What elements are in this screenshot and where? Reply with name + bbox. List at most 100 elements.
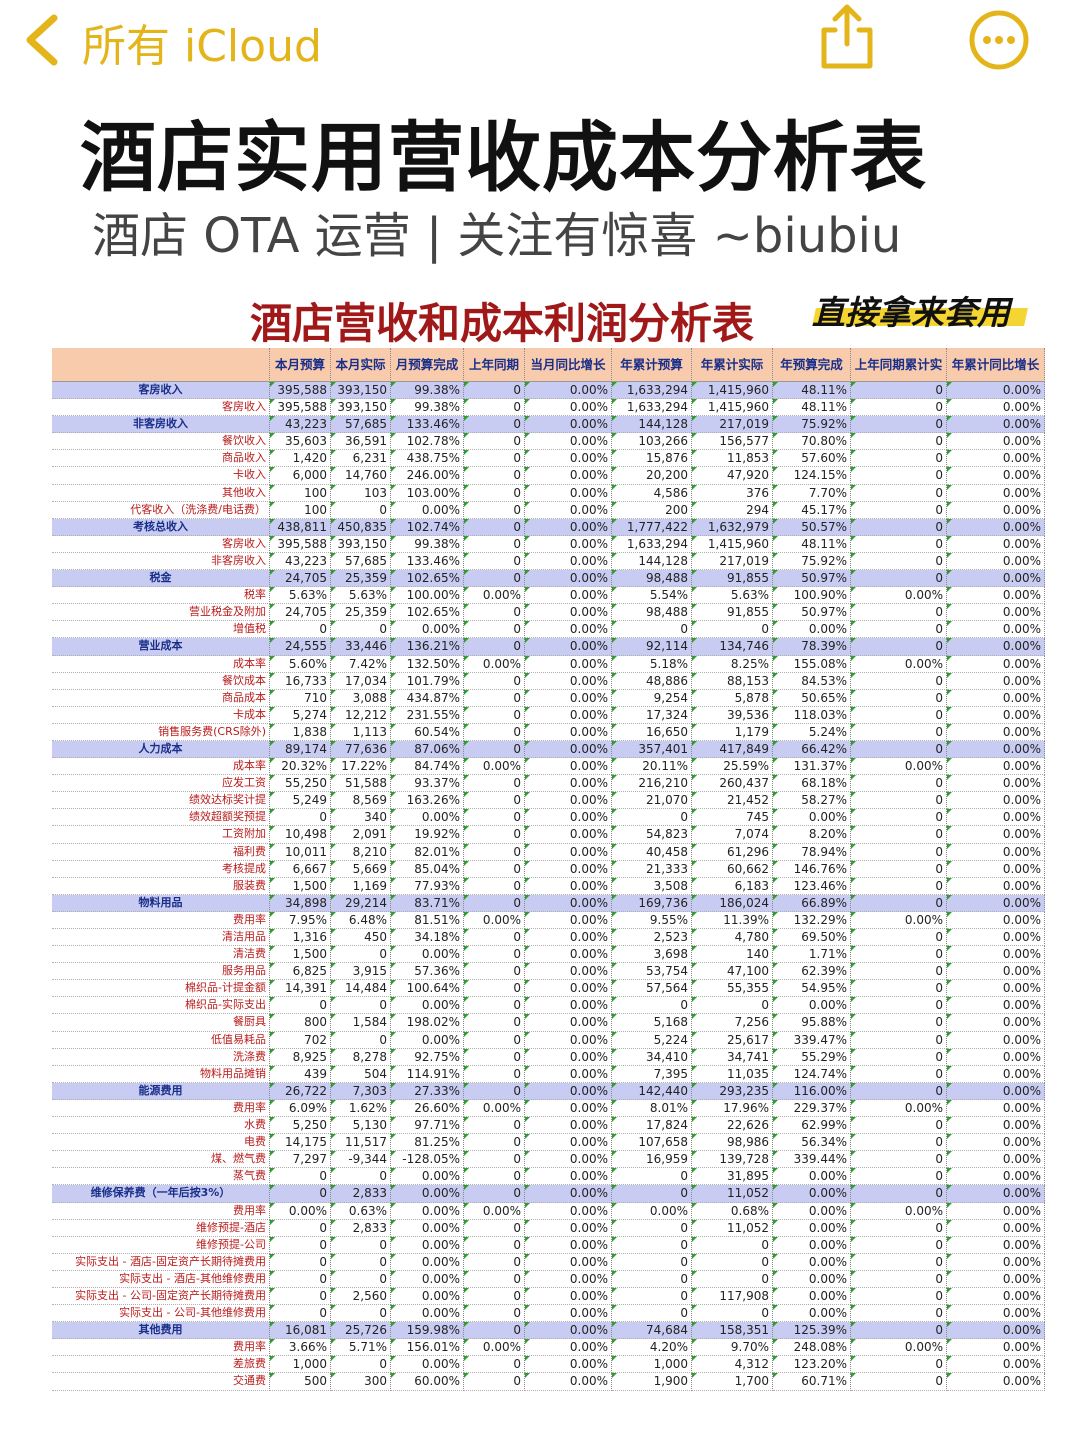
cell: 0 [464, 416, 525, 434]
cell: 231.55% [391, 706, 464, 724]
column-header: 年累计实际 [692, 348, 773, 382]
item-row: 销售服务费(CRS除外) 1,838 1,113 60.54% 0 0.00% 16,650… [52, 723, 1045, 741]
more-icon[interactable] [968, 9, 1030, 71]
item-row: 客房收入 395,588 393,150 99.38% 0 0.00% 1,633,294 1… [52, 399, 1045, 417]
cell: 156,577 [692, 433, 773, 451]
cell: 0 [851, 416, 947, 434]
item-row: 应发工资 55,250 51,588 93.37% 0 0.00% 216,210 260,4… [52, 775, 1045, 793]
cell: 8.20% [773, 826, 851, 844]
column-header: 上年同期累计实 [851, 348, 947, 382]
cell: 500 [270, 1373, 331, 1391]
row-label: 实际支出 - 公司-其他维修费用 [52, 1305, 270, 1323]
item-row: 考核提成 6,667 5,669 85.04% 0 0.00% 21,333 60,662 14… [52, 860, 1045, 878]
cell: 92,114 [612, 638, 692, 656]
row-label: 服务用品 [52, 963, 270, 981]
cell: 35,603 [270, 433, 331, 451]
cell: 51,588 [331, 775, 391, 793]
cell: 0.00% [391, 1185, 464, 1203]
cell: 156.01% [391, 1339, 464, 1357]
cell: 0.00% [947, 416, 1045, 434]
cell: 0.00% [525, 1117, 612, 1135]
cell: 395,588 [270, 399, 331, 417]
cell: 98,488 [612, 570, 692, 588]
cell: 0 [270, 1185, 331, 1203]
cell: 0 [851, 843, 947, 861]
cell: 0 [851, 433, 947, 451]
cell: 0.00% [773, 1236, 851, 1254]
cell: 0 [692, 1253, 773, 1271]
cell: 0.00% [525, 1219, 612, 1237]
cell: 200 [612, 501, 692, 519]
item-row: 成本率 20.32% 17.22% 84.74% 0.00% 0.00% 20.11% 25.… [52, 758, 1045, 776]
cell: 0 [851, 1253, 947, 1271]
share-icon[interactable] [815, 2, 879, 72]
cell: 78.39% [773, 638, 851, 656]
cell: 131.37% [773, 758, 851, 776]
cell: 0 [464, 672, 525, 690]
cell: 1,632,979 [692, 518, 773, 536]
cell: 0.00% [391, 1253, 464, 1271]
cell: 0 [612, 997, 692, 1015]
cell: 0.00% [525, 604, 612, 622]
cell: 216,210 [612, 775, 692, 793]
row-label: 物料用品 [52, 894, 270, 912]
cell: 0 [851, 929, 947, 947]
cell: 293,235 [692, 1082, 773, 1100]
cell: 0 [270, 1253, 331, 1271]
cell: 0.00% [947, 1287, 1045, 1306]
cell: 0.00% [947, 484, 1045, 502]
row-label: 差旅费 [52, 1356, 270, 1374]
cell: 0.00% [947, 604, 1045, 622]
item-row: 实际支出 - 酒店-其他维修费用 0 0 0.00% 0 0.00% 0 0 0.00% 0 0.0… [52, 1270, 1045, 1288]
cell: 7,297 [270, 1151, 331, 1169]
cell: 87.06% [391, 740, 464, 759]
cell: -128.05% [391, 1151, 464, 1169]
cell: 124.15% [773, 467, 851, 485]
cell: 0.00% [525, 723, 612, 741]
cell: 0.00% [947, 621, 1045, 639]
cell: 0.00% [947, 1134, 1045, 1152]
cell: 0.00% [947, 723, 1045, 741]
cell: 0.00% [525, 484, 612, 502]
item-row: 实际支出 - 公司-固定资产长期待摊费用 0 2,560 0.00% 0 0.00% 0 11… [52, 1287, 1045, 1306]
row-label: 费用率 [52, 911, 270, 929]
item-row: 税率 5.63% 5.63% 100.00% 0.00% 0.00% 5.54% 5.63% 1… [52, 587, 1045, 605]
back-chevron[interactable] [20, 12, 64, 68]
cell: 0.00% [525, 894, 612, 912]
cell: 0.00% [391, 1356, 464, 1374]
cell: 0 [464, 604, 525, 622]
cell: 66.89% [773, 894, 851, 912]
cell: 100.64% [391, 980, 464, 998]
row-label: 销售服务费(CRS除外) [52, 723, 270, 741]
row-label: 非客房收入 [52, 552, 270, 571]
cell: 57,564 [612, 980, 692, 998]
cell: 0.00% [947, 706, 1045, 724]
cell: 0 [464, 501, 525, 519]
cell: 17,324 [612, 706, 692, 724]
cell: 0 [464, 1151, 525, 1169]
row-label: 卡收入 [52, 467, 270, 485]
cell: 0.00% [947, 1322, 1045, 1340]
cell: 1,700 [692, 1373, 773, 1391]
row-label: 客房收入 [52, 535, 270, 553]
cell: 0.00% [525, 433, 612, 451]
cell: 1,316 [270, 929, 331, 947]
item-row: 福利费 10,011 8,210 82.01% 0 0.00% 40,458 61,296 78… [52, 843, 1045, 861]
row-label: 交通费 [52, 1373, 270, 1391]
section-row: 客房收入 395,588 393,150 99.38% 0 0.00% 1,633,294 1… [52, 382, 1045, 400]
item-row: 棉织品-实际支出 0 0 0.00% 0 0.00% 0 0 0.00% 0 0.00% [52, 997, 1045, 1015]
cell: 0 [464, 638, 525, 656]
item-row: 绩效达标奖计提 5,249 8,569 163.26% 0 0.00% 21,070 21,4… [52, 792, 1045, 810]
cell: 0 [612, 1287, 692, 1306]
cell: 0 [270, 1305, 331, 1323]
cell: 132.29% [773, 911, 851, 929]
item-row: 清洁费 1,500 0 0.00% 0 0.00% 3,698 140 1.71% 0 0.00% [52, 946, 1045, 964]
cell: 0 [612, 809, 692, 827]
cell: 504 [331, 1065, 391, 1083]
back-link[interactable]: 所有 iCloud [82, 21, 322, 72]
item-row: 餐饮成本 16,733 17,034 101.79% 0 0.00% 48,886 88,15… [52, 672, 1045, 690]
cell: 0 [851, 672, 947, 690]
cell: 6,000 [270, 467, 331, 485]
cell: 0.00% [947, 450, 1045, 468]
cell: 0.00% [525, 552, 612, 571]
